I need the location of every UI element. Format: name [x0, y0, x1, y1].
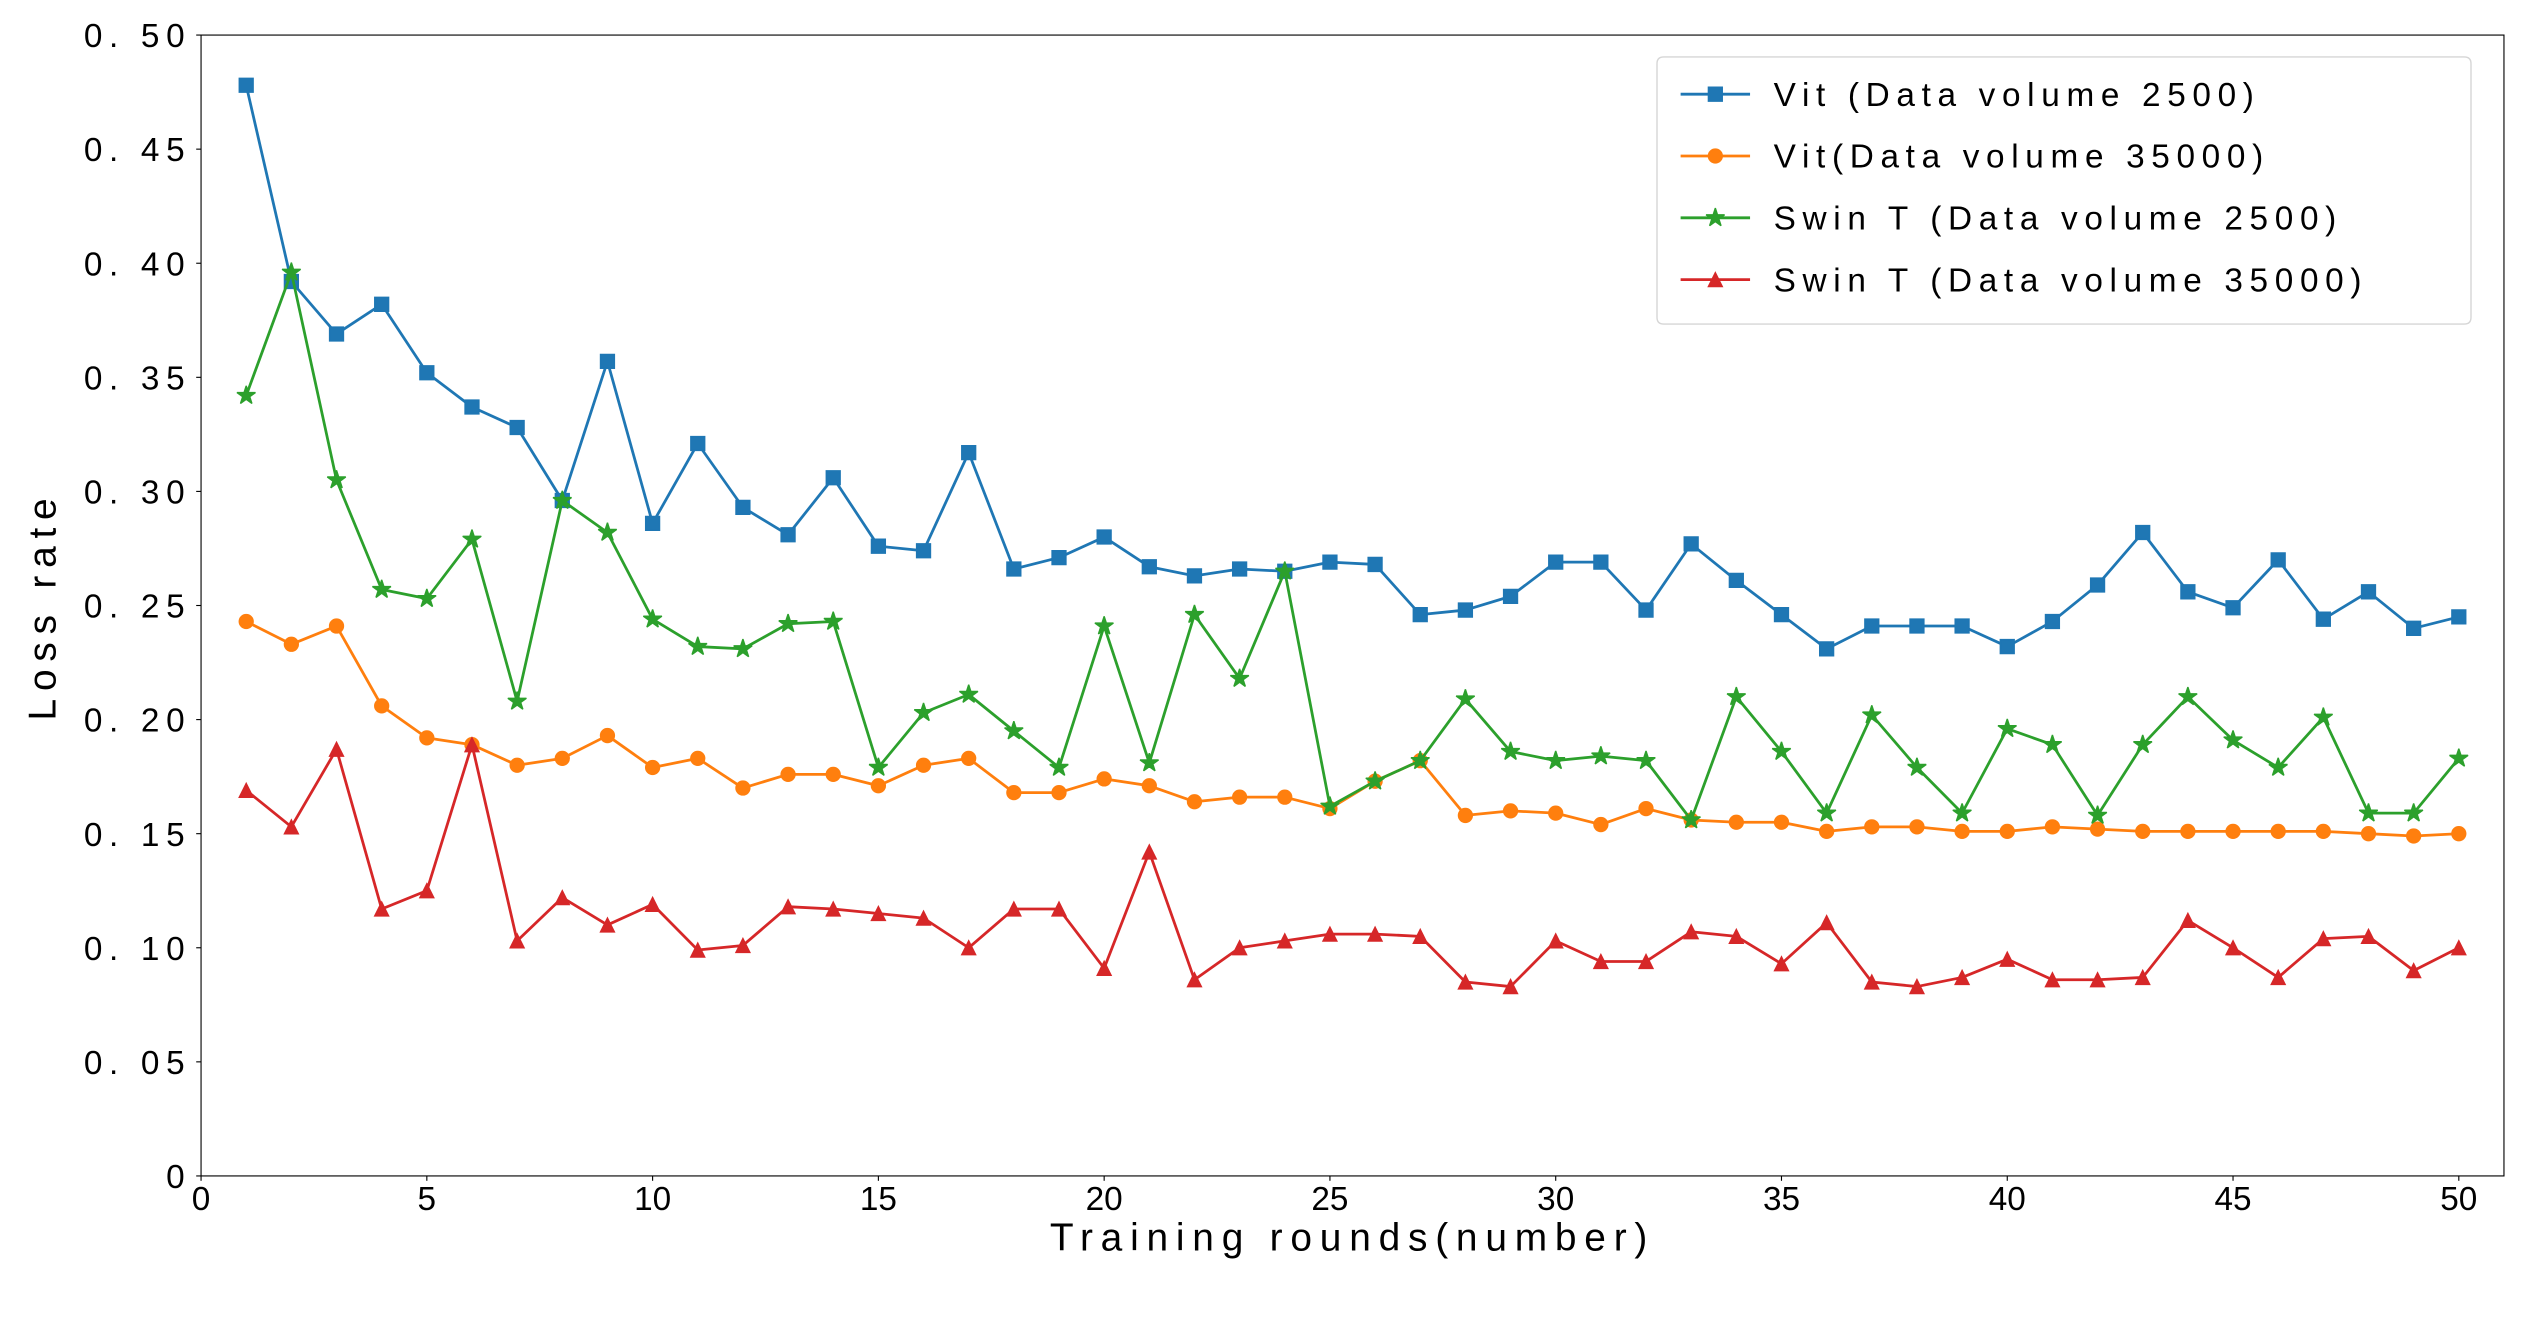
svg-text:0. 10: 0. 10 — [84, 931, 191, 968]
svg-text:45: 45 — [2214, 1181, 2251, 1218]
svg-text:Vit (Data volume 2500): Vit (Data volume 2500) — [1774, 77, 2261, 114]
svg-text:0. 15: 0. 15 — [84, 817, 191, 854]
svg-text:0. 20: 0. 20 — [84, 703, 191, 740]
svg-text:0. 40: 0. 40 — [84, 246, 191, 283]
svg-text:5: 5 — [418, 1181, 437, 1218]
svg-text:50: 50 — [2440, 1181, 2477, 1218]
svg-text:Loss rate: Loss rate — [22, 491, 65, 721]
svg-text:35: 35 — [1763, 1181, 1800, 1218]
svg-text:Swin T (Data volume 35000): Swin T (Data volume 35000) — [1774, 262, 2368, 299]
svg-text:0: 0 — [192, 1181, 211, 1218]
svg-text:40: 40 — [1989, 1181, 2026, 1218]
svg-text:Swin T (Data volume 2500): Swin T (Data volume 2500) — [1774, 200, 2343, 237]
svg-text:Vit(Data volume 35000): Vit(Data volume 35000) — [1774, 139, 2270, 176]
svg-text:10: 10 — [634, 1181, 671, 1218]
svg-text:0. 25: 0. 25 — [84, 589, 191, 626]
svg-text:0. 50: 0. 50 — [84, 18, 191, 55]
svg-text:20: 20 — [1086, 1181, 1123, 1218]
svg-text:0. 35: 0. 35 — [84, 360, 191, 397]
svg-text:0: 0 — [166, 1159, 191, 1196]
svg-text:30: 30 — [1537, 1181, 1574, 1218]
svg-text:15: 15 — [860, 1181, 897, 1218]
svg-text:0. 45: 0. 45 — [84, 132, 191, 169]
svg-text:0. 30: 0. 30 — [84, 474, 191, 511]
svg-text:0. 05: 0. 05 — [84, 1045, 191, 1082]
svg-text:25: 25 — [1311, 1181, 1348, 1218]
svg-text:Training rounds(number): Training rounds(number) — [1050, 1216, 1655, 1259]
